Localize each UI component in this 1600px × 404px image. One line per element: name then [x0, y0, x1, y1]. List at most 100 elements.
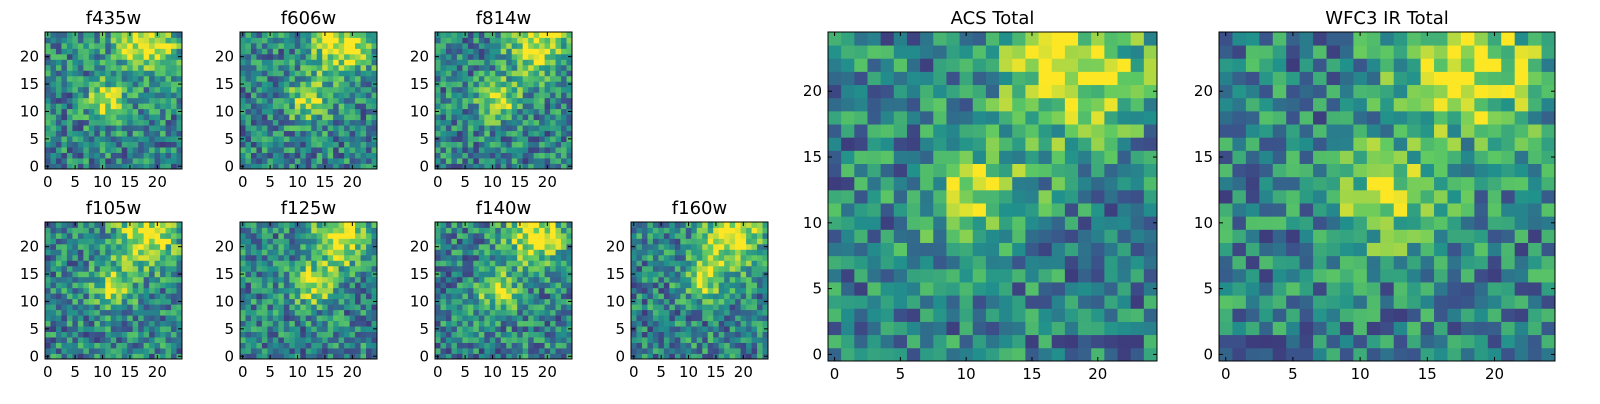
heatmap-cell: [528, 147, 534, 153]
heatmap-cell: [300, 244, 306, 250]
heatmap-cell: [713, 321, 719, 327]
heatmap-cell: [116, 87, 122, 93]
heatmap-cell: [741, 238, 747, 244]
heatmap-cell: [658, 348, 664, 354]
heatmap-cell: [490, 70, 496, 76]
heatmap-cell: [517, 98, 523, 104]
heatmap-cell: [78, 299, 84, 305]
heatmap-cell: [708, 277, 714, 283]
heatmap-cell: [50, 103, 56, 109]
heatmap-cell: [138, 92, 144, 98]
heatmap-cell: [658, 310, 664, 316]
heatmap-cell: [490, 81, 496, 87]
heatmap-cell: [262, 76, 268, 82]
heatmap-cell: [133, 321, 139, 327]
heatmap-cell: [138, 343, 144, 349]
heatmap-cell: [501, 238, 507, 244]
heatmap-cell: [45, 131, 51, 137]
heatmap-cell: [355, 293, 361, 299]
heatmap-cell: [50, 114, 56, 120]
heatmap-cell: [664, 271, 670, 277]
heatmap-cell: [240, 142, 246, 148]
heatmap-cell: [61, 299, 67, 305]
heatmap-cell: [636, 277, 642, 283]
heatmap-cell: [556, 87, 562, 93]
heatmap-cell: [251, 153, 257, 159]
heatmap-cell: [300, 266, 306, 272]
heatmap-cell: [495, 332, 501, 338]
heatmap-cell: [350, 136, 356, 142]
heatmap-cell: [72, 158, 78, 164]
heatmap-cell: [523, 65, 529, 71]
heatmap-cell: [713, 277, 719, 283]
heatmap-cell: [867, 203, 881, 217]
heatmap-cell: [664, 288, 670, 294]
heatmap-cell: [339, 54, 345, 60]
heatmap-cell: [339, 142, 345, 148]
heatmap-cell: [311, 43, 317, 49]
heatmap-cell: [89, 153, 95, 159]
heatmap-cell: [267, 304, 273, 310]
heatmap-cell: [67, 120, 73, 126]
heatmap-cell: [451, 109, 457, 115]
heatmap-cell: [328, 227, 334, 233]
heatmap-cell: [479, 233, 485, 239]
heatmap-cell: [116, 92, 122, 98]
heatmap-cell: [479, 92, 485, 98]
heatmap-cell: [973, 203, 987, 217]
heatmap-cell: [495, 109, 501, 115]
heatmap-cell: [440, 343, 446, 349]
heatmap-cell: [78, 260, 84, 266]
heatmap-cell: [440, 293, 446, 299]
heatmap-cell: [45, 87, 51, 93]
heatmap-cell: [245, 54, 251, 60]
heatmap-cell: [289, 260, 295, 266]
heatmap-cell: [1118, 282, 1132, 296]
heatmap-cell: [631, 293, 637, 299]
heatmap-cell: [653, 249, 659, 255]
heatmap-cell: [67, 87, 73, 93]
heatmap-cell: [171, 125, 177, 131]
heatmap-cell: [344, 125, 350, 131]
heatmap-cell: [484, 114, 490, 120]
heatmap-cell: [435, 131, 441, 137]
heatmap-cell: [479, 238, 485, 244]
heatmap-cell: [89, 227, 95, 233]
heatmap-cell: [473, 87, 479, 93]
heatmap-cell: [730, 233, 736, 239]
heatmap-cell: [355, 337, 361, 343]
heatmap-cell: [67, 227, 73, 233]
heatmap-cell: [344, 109, 350, 115]
heatmap-cell: [501, 337, 507, 343]
heatmap-cell: [50, 304, 56, 310]
heatmap-cell: [295, 233, 301, 239]
heatmap-cell: [344, 282, 350, 288]
heatmap-cell: [440, 87, 446, 93]
heatmap-cell: [664, 244, 670, 250]
heatmap-cell: [133, 147, 139, 153]
heatmap-cell: [111, 109, 117, 115]
heatmap-cell: [344, 147, 350, 153]
heatmap-cell: [355, 65, 361, 71]
heatmap-cell: [506, 343, 512, 349]
heatmap-cell: [462, 282, 468, 288]
heatmap-cell: [556, 65, 562, 71]
heatmap-cell: [946, 216, 960, 230]
heatmap-cell: [333, 131, 339, 137]
heatmap-cell: [881, 190, 895, 204]
heatmap-cell: [457, 147, 463, 153]
heatmap-cell: [361, 37, 367, 43]
heatmap-cell: [333, 98, 339, 104]
heatmap-cell: [1144, 308, 1158, 322]
heatmap-cell: [278, 249, 284, 255]
heatmap-cell: [724, 227, 730, 233]
heatmap-cell: [267, 293, 273, 299]
heatmap-cell: [473, 37, 479, 43]
heatmap-cell: [440, 348, 446, 354]
y-tick-label: 0: [29, 347, 39, 365]
heatmap-cell: [1052, 177, 1066, 191]
heatmap-cell: [686, 288, 692, 294]
heatmap-cell: [72, 70, 78, 76]
heatmap-cell: [1065, 335, 1079, 349]
heatmap-cell: [473, 321, 479, 327]
